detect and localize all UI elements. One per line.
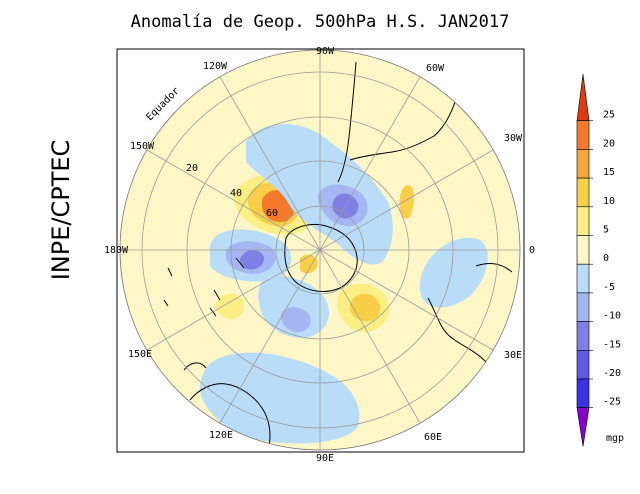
lon-label-120e: 120E	[209, 430, 233, 441]
colorbar-segment	[576, 349, 590, 380]
colorbar-segment	[576, 235, 590, 265]
negative-anomaly-east	[419, 237, 488, 308]
colorbar: 25 20 15 10 5 0 -5 -10 -15 -20 -25	[576, 73, 621, 447]
colorbar-tick-label: 15	[603, 167, 615, 178]
lat-label-20: 20	[186, 163, 198, 174]
antarctica-coast	[284, 224, 358, 292]
colorbar-segment	[576, 177, 590, 208]
lon-label-60e: 60E	[424, 432, 442, 443]
lon-label-0: 0	[529, 245, 535, 256]
islands	[163, 257, 245, 317]
anomaly-field	[120, 50, 520, 450]
colorbar-segment	[576, 206, 590, 236]
lon-label-150e: 150E	[128, 349, 152, 360]
lon-label-90w: 90W	[316, 46, 335, 57]
lon-label-90e: 90E	[316, 453, 334, 464]
lon-label-150w: 150W	[130, 141, 155, 152]
lon-label-120w: 120W	[203, 61, 228, 72]
positive-anomaly-northeast	[399, 185, 414, 219]
lon-label-30e: 30E	[504, 350, 522, 361]
colorbar-units: mgp	[606, 433, 624, 444]
colorbar-segment	[576, 73, 590, 121]
lon-label-60w: 60W	[426, 63, 445, 74]
negative-anomaly-indian	[200, 352, 360, 444]
map-title: Anomalía de Geop. 500hPa H.S. JAN2017	[130, 12, 510, 32]
colorbar-tick-label: -20	[603, 368, 621, 379]
lon-label-30w: 30W	[504, 133, 523, 144]
lon-label-180w: 180W	[104, 245, 129, 256]
colorbar-tick-label: 25	[603, 110, 615, 121]
colorbar-tick-label: -25	[603, 397, 621, 408]
australia-coast	[183, 362, 271, 450]
negative-anomaly-west-core	[239, 250, 264, 270]
colorbar-tick-label: 10	[603, 196, 615, 207]
colorbar-tick-label: 0	[603, 253, 609, 264]
colorbar-tick-label: 20	[603, 138, 615, 149]
colorbar-segment	[576, 149, 590, 179]
colorbar-tick-label: -10	[603, 311, 621, 322]
negative-anomaly-south-mid	[280, 307, 311, 333]
colorbar-tick-label: -15	[603, 339, 621, 350]
graticule	[120, 50, 520, 450]
colorbar-segment	[576, 378, 590, 409]
colorbar-segment	[576, 407, 590, 447]
colorbar-segment	[576, 321, 590, 351]
colorbar-tick-label: -5	[603, 282, 615, 293]
colorbar-tick-label: 5	[603, 225, 609, 236]
map-disc-outline	[119, 49, 521, 451]
south-america-coast	[337, 61, 459, 183]
colorbar-segment	[576, 292, 590, 322]
lat-label-40: 40	[230, 188, 242, 199]
positive-anomaly-south	[215, 293, 245, 320]
lat-label-60: 60	[266, 208, 278, 219]
colorbar-segment	[576, 263, 590, 294]
colorbar-segment	[576, 120, 590, 150]
